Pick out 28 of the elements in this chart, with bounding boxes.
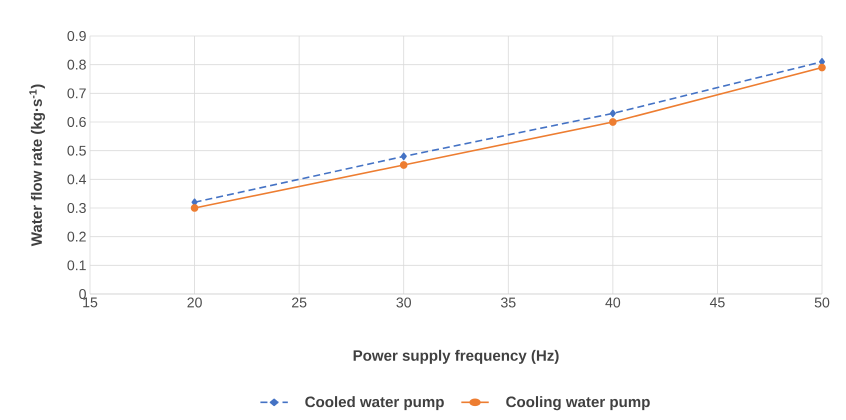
x-tick-label: 30 bbox=[396, 298, 411, 308]
y-tick-label: 0.4 bbox=[67, 174, 86, 184]
point bbox=[610, 110, 616, 118]
point bbox=[190, 204, 198, 212]
x-tick-label: 40 bbox=[605, 298, 620, 308]
y-tick-label: 0 bbox=[79, 289, 86, 299]
y-tick-label: 0.8 bbox=[67, 60, 86, 70]
legend-label: Cooled water pump bbox=[305, 396, 444, 410]
y-tick-label: 0.9 bbox=[67, 31, 86, 41]
point bbox=[609, 118, 617, 126]
x-tick-label: 20 bbox=[187, 298, 202, 308]
y-tick-label: 0.3 bbox=[67, 203, 86, 213]
y-tick-label: 0.6 bbox=[67, 117, 86, 127]
point bbox=[400, 152, 407, 160]
legend-label: Cooling water pump bbox=[506, 396, 650, 410]
y-tick-label: 0.7 bbox=[67, 88, 86, 98]
point bbox=[400, 161, 408, 169]
x-tick-label: 25 bbox=[292, 298, 306, 308]
y-tick-label: 0.2 bbox=[67, 232, 86, 242]
x-tick-label: 15 bbox=[83, 298, 98, 308]
x-tick-label: 45 bbox=[710, 298, 725, 308]
y-tick-label: 0.1 bbox=[67, 260, 86, 270]
x-tick-label: 50 bbox=[814, 298, 830, 308]
y-tick-label: 0.5 bbox=[67, 146, 86, 156]
x-axis-title: Power supply frequency (Hz) bbox=[354, 350, 559, 364]
point bbox=[818, 64, 826, 72]
x-tick-label: 35 bbox=[501, 298, 516, 308]
y-axis-title: Water flow rate (kg·s$^{-1}$) bbox=[29, 84, 46, 246]
